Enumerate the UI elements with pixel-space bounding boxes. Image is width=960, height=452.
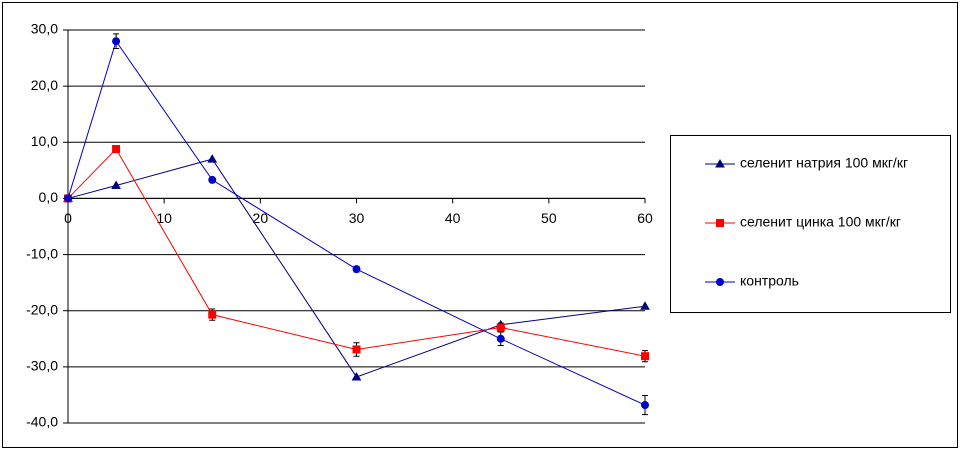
y-tick-label: -10,0 <box>26 245 58 261</box>
series-line <box>67 148 646 357</box>
legend-marker <box>716 219 724 227</box>
data-point <box>208 310 217 319</box>
x-tick-label: 60 <box>637 210 653 226</box>
x-tick-label: 0 <box>64 210 72 226</box>
data-point <box>111 180 121 190</box>
legend-label: селенит натрия 100 мкг/кг <box>740 155 908 171</box>
x-tick-label: 40 <box>445 210 461 226</box>
legend-label: селенит цинка 100 мкг/кг <box>740 214 901 230</box>
data-point <box>64 194 72 203</box>
data-point <box>208 175 217 184</box>
y-tick-label: 20,0 <box>31 77 58 93</box>
data-point <box>207 154 218 163</box>
series-line <box>67 40 646 406</box>
data-point <box>352 265 361 274</box>
data-point <box>640 301 650 310</box>
x-tick-label: 10 <box>156 210 172 226</box>
y-tick-label: -30,0 <box>26 358 58 374</box>
data-point <box>641 352 649 361</box>
x-tick-label: 30 <box>349 210 365 226</box>
legend-marker <box>715 158 725 168</box>
data-point <box>112 145 121 154</box>
legend-marker <box>716 278 724 286</box>
series-line <box>67 158 646 378</box>
y-tick-label: -40,0 <box>26 414 58 430</box>
y-tick-label: 0,0 <box>39 189 59 205</box>
y-tick-label: 30,0 <box>31 21 58 37</box>
data-point <box>641 401 649 410</box>
data-point <box>496 323 505 332</box>
legend-label: контроль <box>740 273 799 289</box>
data-point <box>352 345 361 354</box>
y-tick-label: 10,0 <box>31 133 58 149</box>
x-tick-label: 50 <box>541 210 557 226</box>
y-tick-label: -20,0 <box>26 301 58 317</box>
data-point <box>351 371 362 381</box>
data-point <box>112 37 121 46</box>
data-point <box>496 334 505 343</box>
x-tick-label: 20 <box>253 210 269 226</box>
